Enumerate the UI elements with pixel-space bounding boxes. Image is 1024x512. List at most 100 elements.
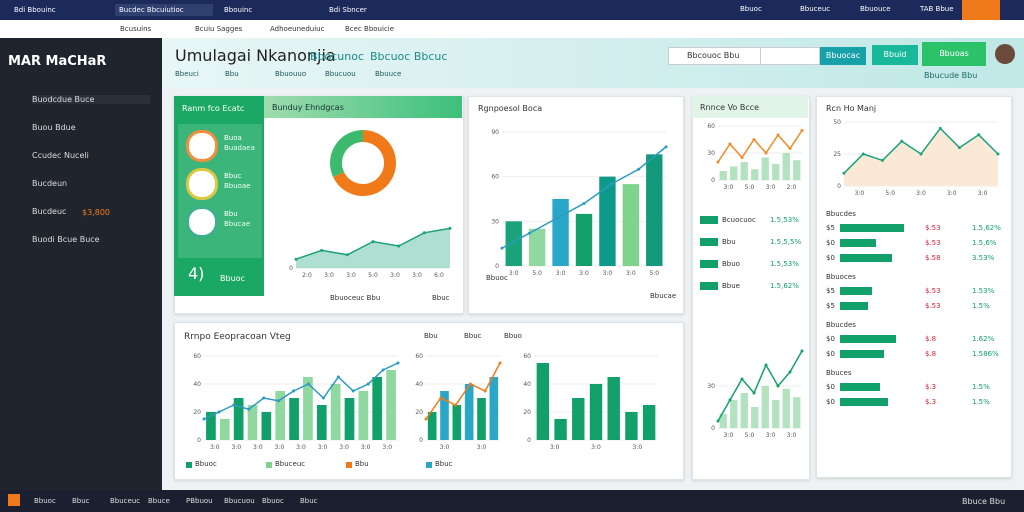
row-amount: $.58: [925, 254, 941, 262]
bar: [344, 398, 355, 440]
y-tick-label: 30: [491, 218, 499, 225]
kpi-label: Bbuc: [224, 172, 242, 180]
avatar[interactable]: [995, 44, 1015, 64]
taskbar: [0, 490, 1024, 512]
bar: [730, 166, 738, 180]
point: [351, 389, 355, 393]
point: [716, 419, 720, 423]
taskbar-item[interactable]: Bbuoc: [262, 497, 284, 505]
x-tick-label: 5:0: [368, 272, 378, 279]
bar: [440, 391, 449, 440]
bar: [358, 391, 369, 440]
menu-item[interactable]: Bucdeun: [32, 179, 68, 188]
line-chart: 0 30 60 3:0 5:0 3:0 2:0: [707, 123, 804, 191]
bar: [793, 160, 801, 180]
header-tab[interactable]: Bbuuce: [375, 70, 402, 78]
button[interactable]: Bbuoas: [922, 42, 986, 66]
tab[interactable]: Bbuouce: [860, 5, 891, 13]
start[interactable]: [8, 494, 20, 506]
bar: [452, 405, 462, 440]
x-tick-label: 5:0: [745, 184, 755, 191]
tab[interactable]: Bbouinc: [224, 6, 253, 14]
kpi-icon: [186, 168, 218, 200]
bar: [572, 398, 585, 440]
line-chart: 0 30 3:0 5:0 3:0 3:0: [707, 349, 804, 439]
menu-item[interactable]: Buou Bdue: [32, 123, 76, 132]
tab[interactable]: Bbuoc: [740, 5, 762, 13]
bar: [219, 419, 230, 440]
bar: [599, 176, 616, 266]
row-label: $0: [826, 254, 835, 262]
kpi-label: Buoa: [224, 134, 242, 142]
panel-head: [174, 96, 264, 296]
panel-tab: Bunduy Ehndgcas: [272, 103, 344, 112]
bar: [782, 388, 790, 428]
bar: [575, 213, 593, 266]
taskbar-item[interactable]: Bbuc: [72, 497, 90, 505]
row-amount: $.53: [925, 302, 941, 310]
button[interactable]: Bbuocac: [820, 47, 866, 65]
clock: Bbuce Bbu: [962, 497, 1006, 506]
bar: [330, 384, 341, 440]
row-pct: 1.5,6%: [972, 239, 997, 247]
hbar: [840, 383, 880, 391]
bookmark[interactable]: Bcusuins: [120, 25, 152, 33]
search-field[interactable]: [760, 47, 820, 65]
point: [422, 231, 426, 235]
tab[interactable]: Bdi Bbouinc: [14, 6, 56, 14]
bookmark[interactable]: Bcuiu Sagges: [195, 25, 243, 33]
taskbar-item[interactable]: Bbuoc: [34, 497, 56, 505]
button[interactable]: Bbuid: [872, 45, 918, 65]
tab[interactable]: Bucdec Bbcuiutioc: [115, 4, 213, 16]
header-tab[interactable]: Bbucuou: [325, 70, 356, 78]
x-tick-label: 3:0: [603, 270, 613, 277]
bookmark[interactable]: Adhoeuneduiuc: [270, 25, 325, 33]
menu-item[interactable]: Buodi Bcue Buce: [32, 235, 100, 244]
tab[interactable]: Bbuo: [504, 332, 522, 340]
link[interactable]: Bbucude Bbu: [924, 71, 978, 80]
tab[interactable]: Bdi Sbncer: [329, 6, 367, 14]
point: [776, 384, 780, 388]
hbar: [840, 335, 896, 343]
legend-swatch: [266, 462, 272, 468]
point: [664, 145, 668, 149]
tab[interactable]: Bbuceuc: [800, 5, 831, 13]
line: [717, 130, 803, 163]
bar: [303, 377, 313, 440]
row-label: $0: [826, 239, 835, 247]
taskbar-item[interactable]: PBbuou: [186, 497, 213, 505]
close[interactable]: [962, 0, 1000, 20]
legend-label: Bbuoc: [195, 460, 217, 468]
line: [717, 350, 803, 422]
bar: [772, 163, 780, 180]
taskbar-item[interactable]: Bbuc: [300, 497, 318, 505]
donut-slice: [330, 130, 364, 178]
taskbar-item[interactable]: Bbuceuc: [110, 497, 141, 505]
kpi-card: [178, 124, 262, 258]
row-label: Bbue: [722, 282, 740, 290]
x-tick-label: 3:0: [724, 184, 734, 191]
menu-item[interactable]: Bucdeuc: [32, 207, 67, 216]
point: [555, 216, 559, 220]
menu-item[interactable]: Buodcdue Buce: [32, 95, 150, 104]
point: [306, 382, 310, 386]
line: [425, 362, 501, 420]
row-pct: 1.5%: [972, 398, 990, 406]
header-tab[interactable]: Bbeuci: [175, 70, 199, 78]
x-tick-label: 3:0: [210, 444, 220, 451]
area-chart: 0 2:0 3:0 3:0 5:0 3:0 3:0 6:0: [289, 226, 452, 279]
bookmark[interactable]: Bcec Bbouicie: [345, 25, 395, 33]
tab[interactable]: Bbu: [424, 332, 438, 340]
tab[interactable]: Bbuc: [464, 332, 482, 340]
bar: [589, 384, 603, 440]
row-icon: [700, 260, 718, 268]
tab[interactable]: TAB Bbue: [920, 5, 954, 13]
x-tick-label: 3:0: [550, 444, 560, 451]
taskbar-item[interactable]: Bbuce: [148, 497, 170, 505]
taskbar-item[interactable]: Bbucuou: [224, 497, 255, 505]
row-pct: 1.5%: [972, 302, 990, 310]
point: [483, 389, 487, 393]
menu-item[interactable]: Ccudec Nuceli: [32, 151, 89, 160]
header-tab[interactable]: Bbu: [225, 70, 239, 78]
header-tab[interactable]: Bbuouuo: [275, 70, 307, 78]
